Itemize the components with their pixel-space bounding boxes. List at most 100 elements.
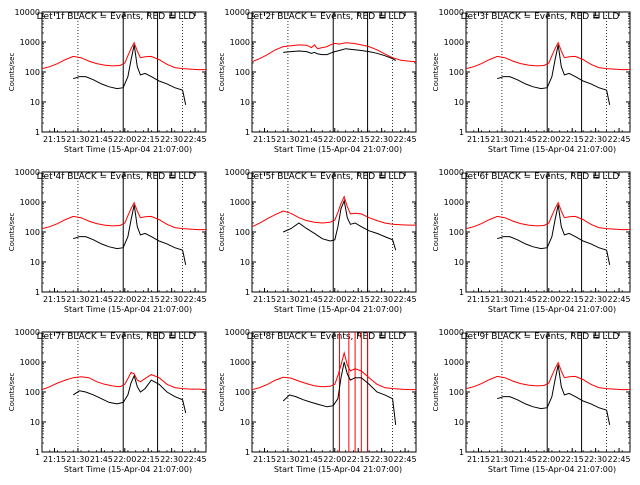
plot-frame — [41, 11, 207, 133]
events-series-line — [283, 48, 396, 62]
x-tick-label: 22:00 — [113, 295, 136, 304]
x-tick-label: 21:15 — [253, 135, 276, 144]
y-tick-label: 100 — [449, 68, 464, 77]
y-tick-label: 1000 — [20, 38, 40, 47]
y-tick-label: 1 — [459, 448, 464, 457]
x-tick-label: 22:30 — [160, 295, 183, 304]
y-tick-label: 10 — [30, 98, 40, 107]
detector-panel: Det 6f BLACK = Events, RED = LLD 1 10 100 10… — [432, 168, 631, 314]
top-bracket-marker — [593, 12, 600, 19]
top-bracket-marker — [169, 172, 176, 179]
x-tick-label: 21:30 — [66, 455, 89, 464]
y-tick-label: 10000 — [439, 8, 464, 17]
lld-series-line — [251, 351, 416, 391]
panel-title: Det 4f BLACK = Events, RED = LLD — [37, 172, 196, 182]
x-axis-label: Start Time (15-Apr-04 21:07:00) — [274, 145, 402, 154]
y-axis-label: Counts/sec — [8, 213, 16, 252]
x-tick-label: 21:45 — [90, 295, 113, 304]
lld-series-line — [251, 195, 416, 228]
x-tick-label: 22:30 — [370, 295, 393, 304]
x-tick-label: 21:30 — [490, 135, 513, 144]
y-tick-label: 100 — [25, 68, 40, 77]
y-tick-label: 10 — [30, 258, 40, 267]
plot-frame — [465, 171, 631, 293]
events-series-line — [72, 374, 187, 414]
x-tick-label: 22:30 — [160, 135, 183, 144]
x-tick-label: 21:45 — [90, 135, 113, 144]
panel-title: Det 5f BLACK = Events, RED = LLD — [247, 172, 406, 182]
y-tick-label: 100 — [235, 68, 250, 77]
lld-series-line — [41, 201, 206, 231]
x-tick-label: 21:30 — [276, 295, 299, 304]
x-tick-label: 21:15 — [467, 135, 490, 144]
y-tick-label: 1 — [245, 128, 250, 137]
lld-series-line — [465, 201, 630, 231]
x-tick-label: 22:45 — [394, 455, 417, 464]
y-tick-label: 1000 — [444, 358, 464, 367]
lld-series-line — [465, 361, 630, 391]
x-tick-label: 22:45 — [608, 455, 631, 464]
plot-frame — [465, 11, 631, 133]
y-tick-label: 1000 — [230, 358, 250, 367]
x-tick-label: 21:45 — [514, 295, 537, 304]
x-tick-label: 21:45 — [300, 455, 323, 464]
x-tick-label: 22:15 — [137, 295, 160, 304]
x-tick-label: 22:15 — [347, 135, 370, 144]
x-tick-label: 22:30 — [584, 135, 607, 144]
y-tick-label: 1 — [35, 448, 40, 457]
y-tick-label: 100 — [25, 388, 40, 397]
x-tick-label: 22:15 — [347, 455, 370, 464]
panel-title: Det 8f BLACK = Events, RED = LLD — [247, 332, 406, 342]
top-bracket-marker — [169, 332, 176, 339]
events-series-line — [282, 361, 397, 425]
plot-frame — [465, 331, 631, 453]
panel-title: Det 7f BLACK = Events, RED = LLD — [37, 332, 196, 342]
x-tick-label: 21:45 — [514, 455, 537, 464]
x-tick-label: 21:15 — [43, 135, 66, 144]
y-tick-label: 1 — [245, 288, 250, 297]
x-tick-label: 21:45 — [514, 135, 537, 144]
x-tick-label: 21:30 — [276, 135, 299, 144]
y-tick-label: 10 — [454, 258, 464, 267]
x-tick-label: 22:30 — [370, 135, 393, 144]
x-tick-label: 22:45 — [184, 135, 207, 144]
plot-frame — [41, 331, 207, 453]
x-tick-label: 22:45 — [184, 455, 207, 464]
x-tick-label: 22:45 — [394, 295, 417, 304]
lld-series-line — [251, 42, 417, 63]
x-axis-label: Start Time (15-Apr-04 21:07:00) — [274, 465, 402, 474]
x-tick-label: 21:45 — [90, 455, 113, 464]
top-bracket-marker — [593, 332, 600, 339]
y-tick-label: 10 — [454, 98, 464, 107]
x-tick-label: 22:15 — [137, 135, 160, 144]
detector-panel: Det 2f BLACK = Events, RED = LLD 1 10 100 10… — [218, 8, 417, 154]
y-tick-label: 10000 — [15, 8, 40, 17]
y-tick-label: 1 — [35, 128, 40, 137]
y-tick-label: 100 — [449, 228, 464, 237]
x-tick-label: 22:00 — [323, 455, 346, 464]
x-tick-label: 22:00 — [323, 135, 346, 144]
x-tick-label: 21:15 — [253, 455, 276, 464]
x-tick-label: 22:30 — [584, 455, 607, 464]
x-tick-label: 22:15 — [137, 455, 160, 464]
detector-panel: Det 8f BLACK = Events, RED = LLD 1 10 100 10… — [218, 328, 417, 474]
y-tick-label: 10000 — [225, 168, 250, 177]
x-tick-label: 22:30 — [584, 295, 607, 304]
x-tick-label: 22:45 — [394, 135, 417, 144]
x-tick-label: 21:15 — [467, 455, 490, 464]
events-series-line — [73, 44, 187, 106]
top-bracket-marker — [169, 12, 176, 19]
x-axis-label: Start Time (15-Apr-04 21:07:00) — [64, 465, 192, 474]
panel-title: Det 3f BLACK = Events, RED = LLD — [461, 12, 620, 22]
y-tick-label: 1000 — [444, 38, 464, 47]
events-series-line — [497, 44, 611, 106]
x-tick-label: 22:00 — [323, 295, 346, 304]
x-tick-label: 22:45 — [184, 295, 207, 304]
y-tick-label: 10 — [240, 418, 250, 427]
panel-title: Det 9f BLACK = Events, RED = LLD — [461, 332, 620, 342]
y-tick-label: 1 — [459, 128, 464, 137]
top-bracket-marker — [379, 332, 386, 339]
top-bracket-marker — [379, 12, 386, 19]
